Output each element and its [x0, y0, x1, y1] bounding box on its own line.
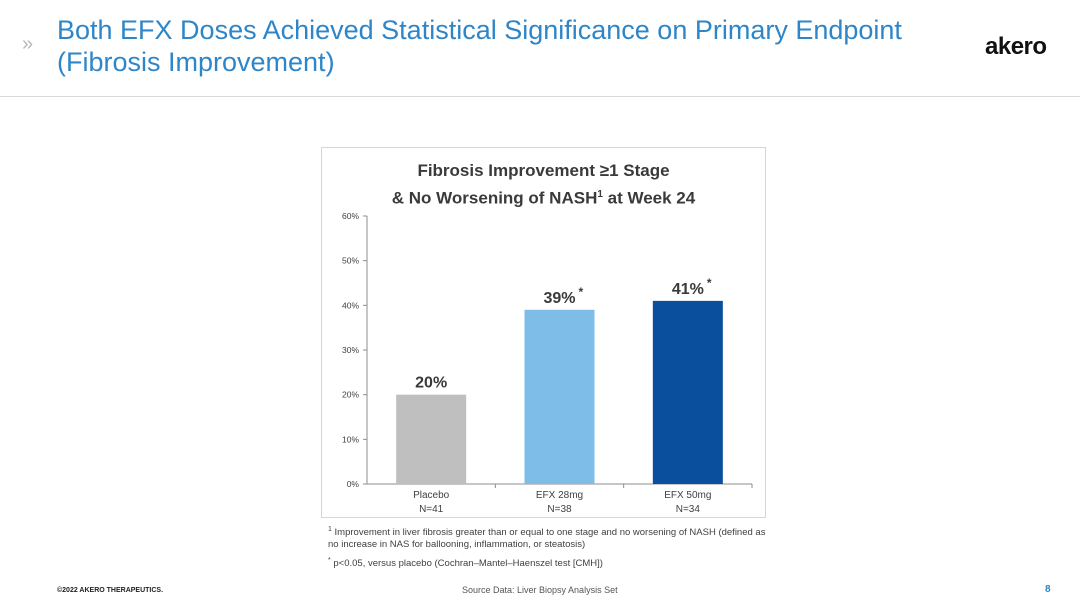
- y-tick-label: 30%: [342, 345, 359, 355]
- chart-title-line2-text: & No Worsening of NASH: [391, 188, 598, 208]
- chart-title-line1: Fibrosis Improvement ≥1 Stage: [417, 161, 670, 180]
- footnote-2: * p<0.05, versus placebo (Cochran–Mantel…: [328, 555, 768, 570]
- footnotes: 1 Improvement in liver fibrosis greater …: [328, 524, 768, 574]
- bar-chart: 0% 10% 20% 30% 40% 50% 60% 20% Placebo N=41 39% * EF…: [342, 211, 753, 515]
- y-tick-label: 20%: [342, 390, 359, 400]
- bar-2: [524, 309, 595, 484]
- bar-3: [652, 300, 723, 484]
- y-tick-label: 0%: [347, 479, 360, 489]
- chart-title-line2: & No Worsening of NASH1 at Week 24: [322, 183, 765, 211]
- chart-title-footnote-marker: 1: [597, 189, 603, 200]
- bar-value-label: 41%: [672, 281, 704, 298]
- source-note: Source Data: Liver Biopsy Analysis Set: [462, 585, 618, 595]
- significance-marker: *: [579, 285, 584, 299]
- x-category-sublabel: N=34: [676, 504, 701, 515]
- x-category-label: Placebo: [413, 490, 450, 501]
- copyright: ©2022 AKERO THERAPEUTICS.: [57, 587, 164, 594]
- y-tick-label: 40%: [342, 300, 359, 310]
- footnote-2-marker: *: [328, 557, 331, 565]
- akero-logo: akero: [985, 33, 1047, 60]
- y-tick-label: 60%: [342, 211, 359, 221]
- x-category-label: EFX 28mg: [536, 490, 583, 501]
- x-category-label: EFX 50mg: [664, 490, 711, 501]
- chart-title: Fibrosis Improvement ≥1 Stage & No Worse…: [322, 159, 765, 211]
- chart-panel: Fibrosis Improvement ≥1 Stage & No Worse…: [321, 147, 766, 518]
- bar-value-label: 20%: [415, 375, 447, 392]
- x-category-sublabel: N=41: [419, 504, 444, 515]
- y-tick-label: 10%: [342, 434, 359, 444]
- page-number: 8: [1045, 584, 1051, 595]
- significance-marker: *: [707, 276, 712, 290]
- header-divider: [0, 96, 1080, 97]
- bar-value-label: 39%: [543, 290, 575, 307]
- chevron-icon: »: [22, 33, 33, 55]
- footnote-1-text: Improvement in liver fibrosis greater th…: [328, 527, 766, 551]
- footnote-1-marker: 1: [328, 526, 332, 533]
- chart-title-line2-suffix: at Week 24: [602, 188, 696, 208]
- bar-1: [396, 394, 467, 484]
- footnote-2-text: p<0.05, versus placebo (Cochran–Mantel–H…: [330, 558, 603, 570]
- footnote-1: 1 Improvement in liver fibrosis greater …: [328, 524, 768, 551]
- y-tick-label: 50%: [342, 256, 359, 266]
- slide-title: Both EFX Doses Achieved Statistical Sign…: [57, 15, 902, 77]
- x-category-sublabel: N=38: [547, 504, 572, 515]
